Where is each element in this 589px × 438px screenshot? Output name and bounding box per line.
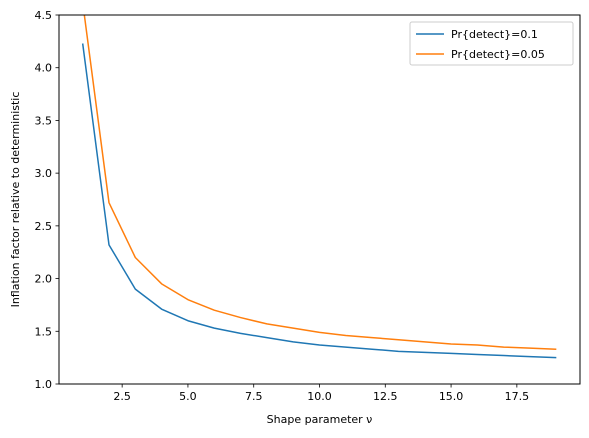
x-tick-label-5: 15.0 [439, 390, 464, 403]
x-tick-label-1: 5.0 [179, 390, 197, 403]
x-tick-label-3: 10.0 [307, 390, 332, 403]
x-tick-label-0: 2.5 [113, 390, 131, 403]
legend-label-0: Pr{detect}=0.1 [451, 28, 538, 41]
y-tick-label-2: 2.0 [35, 273, 53, 286]
x-axis-label: Shape parameter ν [267, 413, 373, 426]
legend-box [409, 21, 574, 66]
x-tick-label-6: 17.5 [505, 390, 530, 403]
legend: Pr{detect}=0.1 Pr{detect}=0.05 [409, 21, 574, 66]
y-tick-label-7: 4.5 [35, 9, 53, 22]
y-tick-label-5: 3.5 [35, 114, 53, 127]
plot-frame [58, 14, 581, 385]
series-line-1 [83, 15, 557, 350]
y-tick-label-0: 1.0 [35, 378, 53, 391]
x-tick-label-2: 7.5 [245, 390, 263, 403]
series-layer [81, 15, 557, 359]
y-axis-label: Inflation factor relative to determinist… [9, 92, 22, 308]
series-line-0 [81, 43, 557, 359]
y-tick-label-4: 3.0 [35, 167, 53, 180]
y-tick-label-1: 1.5 [35, 325, 53, 338]
ticks-layer: 2.5 5.0 7.5 10.0 12.5 15.0 17.5 1.0 1.5 2.0 2.5 3.0… [35, 9, 530, 403]
x-tick-label-4: 12.5 [373, 390, 398, 403]
y-tick-label-3: 2.5 [35, 220, 53, 233]
y-tick-label-6: 4.0 [35, 62, 53, 75]
legend-label-1: Pr{detect}=0.05 [451, 48, 545, 61]
